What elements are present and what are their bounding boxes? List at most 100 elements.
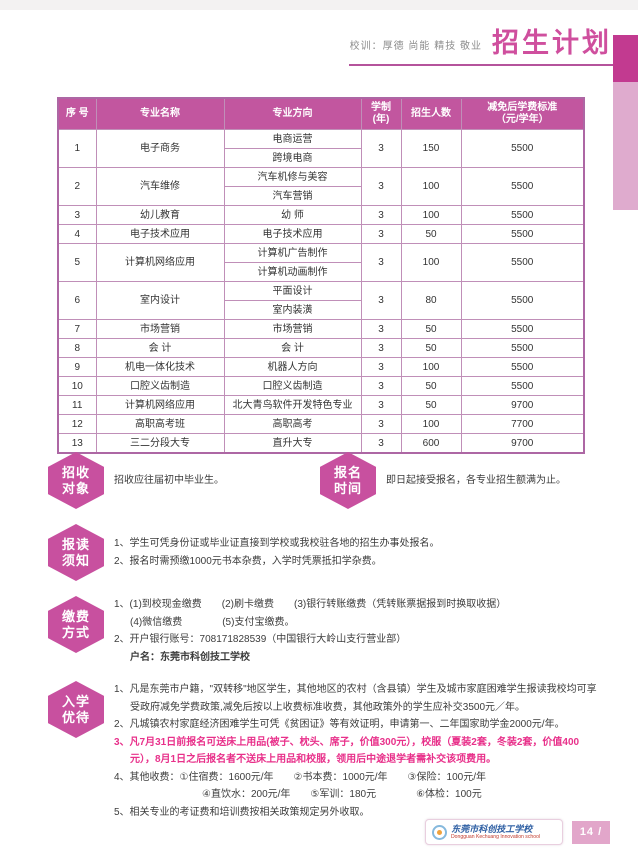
cell-major-name: 市场营销 (95, 319, 225, 339)
cell-years: 3 (360, 338, 402, 358)
table-column-header: 专业名称 (95, 97, 225, 130)
enrollment-plan-table-wrap: 序 号专业名称 专业方向 学制 (年) 招生人数 减免后学费标准 （元/学年） 1 电子商… (57, 97, 585, 454)
cell-major-name: 计算机网络应用 (95, 395, 225, 415)
cell-tuition-fee: 5500 (460, 243, 585, 282)
cell-direction: 幼 师 (223, 205, 362, 225)
table-row: 13 三二分段大专 直升大专 3 600 9700 (57, 433, 585, 454)
cell-tuition-fee: 9700 (460, 395, 585, 415)
cell-enrollment-count: 50 (400, 319, 462, 339)
section-text-line: 2、报名时需预缴1000元书本杂费，入学时凭票抵扣学杂费。 (114, 555, 382, 567)
table-header: 序 号专业名称 专业方向 学制 (年) 招生人数 减免后学费标准 （元/学年） (57, 97, 585, 130)
school-motto: 校训：厚德 尚能 精技 敬业 (349, 41, 482, 52)
cell-years: 3 (360, 129, 402, 168)
cell-tuition-fee: 5500 (460, 338, 585, 358)
cell-direction: 机器人方向 (223, 357, 362, 377)
admission-target-badge: 招收 对象 (48, 452, 104, 509)
admission-target-text: 招收应往届初中毕业生。 (114, 472, 320, 490)
cell-enrollment-count: 600 (400, 433, 462, 454)
badge-label-line: 报读 (61, 536, 90, 552)
school-name-en: Dongguan Kechuang Innovation school (451, 833, 541, 840)
section-text-line: 4、其他收费：①住宿费：1600元/年 ②书本费：1000元/年 ③保险：100… (114, 771, 486, 783)
cell-major-name: 汽车维修 (95, 167, 225, 206)
corner-accent-dark (613, 35, 638, 82)
table-row: 2 汽车维修 汽车机修与美容 3 100 5500 (57, 167, 585, 206)
cell-tuition-fee: 5500 (460, 224, 585, 244)
badge-label-line: 须知 (61, 552, 90, 568)
header-divider (349, 64, 613, 66)
cell-major-name: 计算机网络应用 (95, 243, 225, 282)
cell-years: 3 (360, 433, 402, 454)
cell-enrollment-count: 100 (400, 357, 462, 377)
cell-enrollment-count: 100 (400, 167, 462, 206)
cell-major-name: 室内设计 (95, 281, 225, 320)
cell-enrollment-count: 50 (400, 338, 462, 358)
cell-years: 3 (360, 167, 402, 206)
cell-no: 3 (57, 205, 97, 225)
cell-major-name: 电子技术应用 (95, 224, 225, 244)
table-column-header: 学制 (年) (360, 97, 402, 130)
section-text-line: 1、凡是东莞市户籍，"双转移"地区学生，其他地区的农村（含县镇）学生及城市家庭困… (114, 684, 597, 713)
registration-notes-badge: 报读 须知 (48, 524, 104, 581)
badge-label-line: 入学 (61, 693, 90, 709)
cell-major-name: 电子商务 (95, 129, 225, 168)
cell-direction: 直升大专 (223, 433, 362, 454)
badge-label-line: 招收 (61, 464, 90, 480)
section-text-line: 1、学生可凭身份证或毕业证直接到学校或我校驻各地的招生办事处报名。 (114, 538, 440, 549)
page-number-badge: 14 / (572, 820, 610, 844)
cell-no: 1 (57, 129, 97, 168)
cell-tuition-fee: 5500 (460, 376, 585, 396)
section-text-line: 2、开户银行账号：708171828539（中国银行大岭山支行营业部） (114, 634, 407, 645)
cell-direction: 会 计 (223, 338, 362, 358)
badge-label-line: 优待 (61, 709, 90, 725)
section-admission-target: 招收 对象 招收应往届初中毕业生。 (48, 452, 320, 509)
section-payment-methods: 缴费 方式 1、(1)到校现金缴费 (2)刷卡缴费 (3)银行转账缴费（凭转账票据… (48, 596, 600, 666)
cell-no: 7 (57, 319, 97, 339)
cell-major-name: 三二分段大专 (95, 433, 225, 454)
badge-label-line: 报名 (333, 464, 362, 480)
section-registration-time: 报名 时间 即日起接受报名，各专业招生额满为止。 (320, 452, 566, 509)
badge-label-line: 缴费 (61, 608, 90, 624)
page-footer: 东莞市科创技工学校 Dongguan Kechuang Innovation s… (425, 819, 610, 845)
section-text-line: 招收应往届初中毕业生。 (114, 474, 224, 486)
section-text-line: 1、(1)到校现金缴费 (2)刷卡缴费 (3)银行转账缴费（凭转账票据报到时换取… (114, 599, 507, 610)
badge-label-line: 方式 (61, 624, 90, 640)
cell-enrollment-count: 50 (400, 395, 462, 415)
cell-years: 3 (360, 414, 402, 434)
table-row: 6 室内设计 平面设计 3 80 5500 (57, 281, 585, 320)
cell-no: 9 (57, 357, 97, 377)
table-column-header: 招生人数 (400, 97, 462, 130)
cell-tuition-fee: 5500 (460, 319, 585, 339)
table-row: 11 计算机网络应用 北大青鸟软件开发特色专业 3 50 9700 (57, 395, 585, 415)
info-sections: 招收 对象 招收应往届初中毕业生。 报名 时间 即日起接受报名，各专业招生额满为止。… (48, 452, 600, 821)
section-text-line: ④直饮水：200元/年 ⑤军训：180元 ⑥体检：100元 (202, 789, 482, 800)
cell-enrollment-count: 50 (400, 376, 462, 396)
cell-enrollment-count: 100 (400, 414, 462, 434)
table-row: 1 电子商务 电商运营 3 150 5500 (57, 129, 585, 168)
badge-label-line: 对象 (61, 480, 90, 496)
cell-no: 12 (57, 414, 97, 434)
cell-direction: 计算机广告制作 (223, 243, 362, 263)
cell-direction: 北大青鸟软件开发特色专业 (223, 395, 362, 415)
cell-years: 3 (360, 281, 402, 320)
cell-tuition-fee: 5500 (460, 129, 585, 168)
cell-enrollment-count: 50 (400, 224, 462, 244)
registration-notes-text: 1、学生可凭身份证或毕业证直接到学校或我校驻各地的招生办事处报名。 2、报名时需预… (114, 535, 600, 570)
cell-no: 10 (57, 376, 97, 396)
page-header: 校训：厚德 尚能 精技 敬业 招生计划 (350, 30, 612, 57)
cell-major-name: 口腔义齿制造 (95, 376, 225, 396)
section-text-line: (4)微信缴费 (5)支付宝缴费。 (130, 616, 295, 628)
cell-major-name: 幼儿教育 (95, 205, 225, 225)
cell-years: 3 (360, 243, 402, 282)
cell-major-name: 高职高考班 (95, 414, 225, 434)
cell-direction: 汽车营销 (223, 186, 362, 206)
school-emblem-icon (432, 824, 448, 840)
table-row: 12 高职高考班 高职高考 3 100 7700 (57, 414, 585, 434)
section-text-line: 即日起接受报名，各专业招生额满为止。 (386, 474, 566, 486)
cell-years: 3 (360, 357, 402, 377)
cell-direction: 计算机动画制作 (223, 262, 362, 282)
enrollment-plan-table: 序 号专业名称 专业方向 学制 (年) 招生人数 减免后学费标准 （元/学年） 1 电子商… (57, 97, 585, 454)
cell-tuition-fee: 5500 (460, 281, 585, 320)
cell-tuition-fee: 7700 (460, 414, 585, 434)
table-row: 9 机电一体化技术 机器人方向 3 100 5500 (57, 357, 585, 377)
